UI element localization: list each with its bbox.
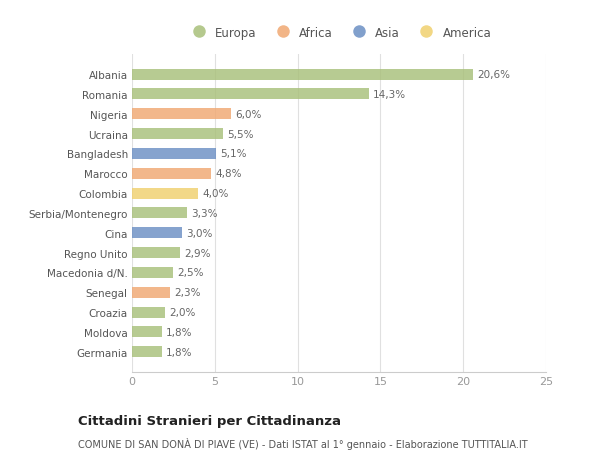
Bar <box>132 208 187 219</box>
Text: 1,8%: 1,8% <box>166 327 193 337</box>
Bar <box>132 267 173 278</box>
Bar <box>132 247 180 258</box>
Text: Cittadini Stranieri per Cittadinanza: Cittadini Stranieri per Cittadinanza <box>78 414 341 428</box>
Bar <box>132 327 162 338</box>
Text: 5,1%: 5,1% <box>221 149 247 159</box>
Bar <box>132 287 170 298</box>
Text: 2,5%: 2,5% <box>178 268 204 278</box>
Bar <box>132 109 232 120</box>
Text: 4,0%: 4,0% <box>202 189 229 199</box>
Text: 4,8%: 4,8% <box>215 169 242 179</box>
Bar <box>132 188 198 199</box>
Bar <box>132 129 223 140</box>
Bar <box>132 228 182 239</box>
Text: 5,5%: 5,5% <box>227 129 254 139</box>
Text: 2,0%: 2,0% <box>169 308 196 317</box>
Text: 2,3%: 2,3% <box>174 288 201 297</box>
Bar <box>132 149 217 160</box>
Text: 3,0%: 3,0% <box>186 228 212 238</box>
Bar <box>132 69 473 80</box>
Bar <box>132 307 165 318</box>
Bar <box>132 89 369 100</box>
Text: 14,3%: 14,3% <box>373 90 406 100</box>
Text: 3,3%: 3,3% <box>191 208 217 218</box>
Text: 1,8%: 1,8% <box>166 347 193 357</box>
Bar <box>132 347 162 358</box>
Text: 20,6%: 20,6% <box>477 70 510 80</box>
Text: 2,9%: 2,9% <box>184 248 211 258</box>
Bar <box>132 168 211 179</box>
Text: 6,0%: 6,0% <box>235 110 262 119</box>
Legend: Europa, Africa, Asia, America: Europa, Africa, Asia, America <box>183 23 495 43</box>
Text: COMUNE DI SAN DONÀ DI PIAVE (VE) - Dati ISTAT al 1° gennaio - Elaborazione TUTTI: COMUNE DI SAN DONÀ DI PIAVE (VE) - Dati … <box>78 437 527 449</box>
